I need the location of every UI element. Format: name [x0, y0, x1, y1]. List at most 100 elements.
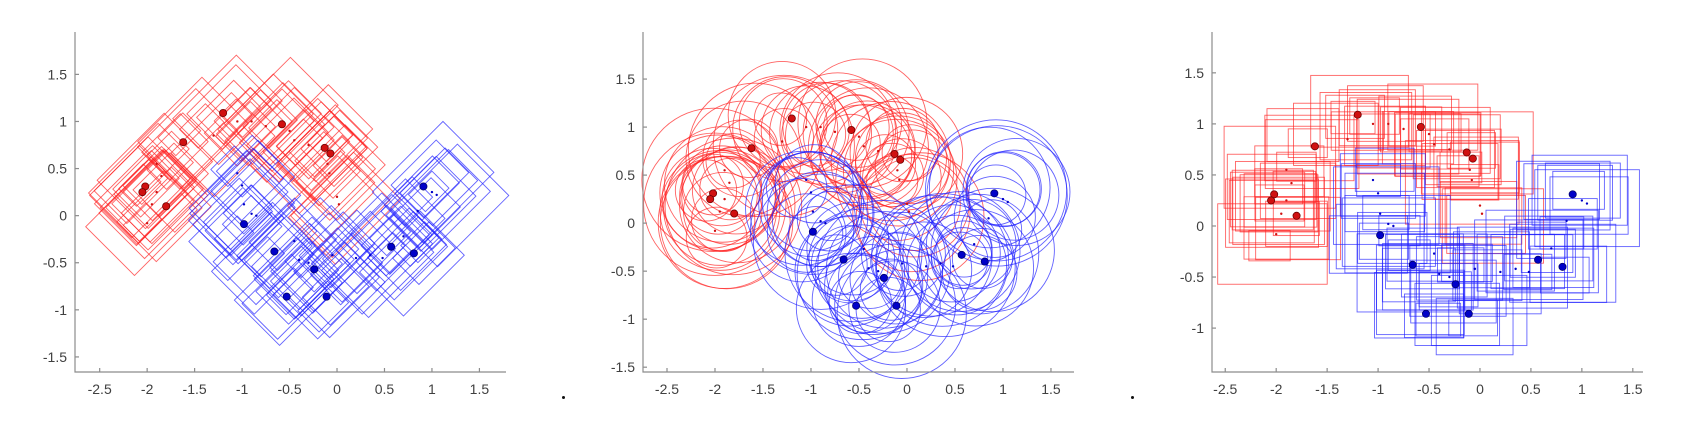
- small-data-point: [900, 262, 904, 265]
- data-point: [1451, 280, 1460, 289]
- small-data-point: [1371, 122, 1375, 126]
- small-data-point: [876, 149, 880, 153]
- small-data-point: [250, 212, 253, 215]
- small-data-point: [1550, 247, 1553, 250]
- rotated-square-shape: [335, 193, 433, 292]
- rectangle-shape: [1387, 239, 1431, 272]
- small-data-point: [1432, 143, 1436, 146]
- data-point: [320, 143, 329, 152]
- small-data-point: [898, 178, 901, 182]
- small-data-point: [987, 217, 990, 220]
- circle-shape: [771, 170, 869, 267]
- rotated-square-shape: [172, 54, 283, 166]
- rectangle-shape: [1456, 226, 1568, 309]
- small-data-point: [1448, 275, 1451, 279]
- data-point: [239, 220, 248, 229]
- data-point: [162, 202, 171, 211]
- small-data-point: [328, 172, 331, 175]
- circle-shape: [862, 138, 942, 218]
- small-data-point: [381, 256, 384, 260]
- rectangle-shape: [1232, 176, 1325, 246]
- axis-lines: [642, 32, 1074, 373]
- data-point: [852, 301, 861, 310]
- circle-shape: [871, 195, 993, 317]
- data-point: [409, 249, 418, 258]
- small-data-point: [1387, 222, 1390, 226]
- circle-shape: [785, 80, 898, 194]
- circle-shape: [902, 204, 1001, 303]
- rotated-square-shape: [96, 112, 214, 230]
- data-point: [219, 108, 228, 117]
- rotated-square-shape: [385, 143, 510, 268]
- rotated-square-shape: [276, 104, 379, 207]
- rotated-square-shape: [310, 192, 434, 315]
- x-tick-label: 0.5: [375, 381, 395, 397]
- small-data-point: [1448, 148, 1451, 151]
- rectangle-shape: [1358, 222, 1409, 260]
- x-tick-label: -1.5: [183, 381, 207, 397]
- rotated-square-shape: [221, 86, 273, 138]
- rectangle-shape: [1340, 163, 1417, 219]
- small-data-point: [1006, 200, 1009, 204]
- rotated-square-shape: [248, 202, 318, 272]
- small-data-point: [809, 191, 813, 194]
- rectangle-shape: [1540, 256, 1590, 294]
- circle-shape: [745, 150, 860, 266]
- rotated-square-shape: [195, 79, 262, 145]
- rectangle-shape: [1421, 143, 1499, 200]
- chart-svg: -2.5 -2 -1.5 -1 -0.5 0 0.5 1 1.5 -1.5 -1 -0.5 0 0.5 1 1…: [43, 32, 510, 397]
- data-point: [1464, 309, 1473, 318]
- rotated-square-shape: [287, 151, 402, 265]
- x-tick-label: 0: [903, 381, 911, 397]
- rectangle-shape: [1394, 113, 1481, 177]
- markers-class-red: [1267, 110, 1484, 236]
- circle-shape: [657, 156, 791, 289]
- data-point: [1292, 211, 1301, 220]
- rectangle-shape: [1539, 216, 1585, 250]
- small-data-point: [811, 210, 815, 213]
- small-data-point: [307, 143, 310, 147]
- small-data-point: [354, 256, 358, 260]
- rotated-square-shape: [221, 194, 273, 246]
- data-point: [957, 250, 966, 259]
- small-data-point: [236, 172, 239, 175]
- rectangle-shape: [1339, 153, 1426, 217]
- circle-shape: [691, 146, 781, 235]
- rectangle-shape: [1225, 178, 1319, 248]
- data-point: [706, 195, 715, 204]
- rectangle-shape: [1325, 94, 1385, 139]
- circle-shape: [859, 258, 922, 321]
- rotated-square-shape: [222, 184, 273, 235]
- rectangle-shape: [1333, 166, 1440, 245]
- small-data-point: [150, 203, 154, 206]
- small-data-point: [1371, 178, 1375, 182]
- circle-shape: [641, 107, 786, 252]
- rotated-square-shape: [302, 209, 397, 303]
- data-point: [1416, 122, 1425, 131]
- rectangle-shape: [1287, 128, 1328, 159]
- circle-shape: [953, 175, 1036, 258]
- x-tick-label: -1: [236, 381, 249, 397]
- small-data-point: [876, 269, 880, 273]
- small-data-point: [819, 220, 822, 223]
- rectangle-shape: [1446, 132, 1496, 169]
- small-data-point: [430, 190, 434, 194]
- small-data-point: [857, 135, 861, 138]
- x-tick-label: -2.5: [88, 381, 112, 397]
- small-data-point: [242, 203, 246, 206]
- rectangle-shape: [1254, 145, 1325, 198]
- rectangle-shape: [1523, 163, 1600, 220]
- circle-shape: [664, 137, 803, 276]
- data-point: [896, 155, 905, 164]
- circle-shape: [685, 206, 748, 269]
- stray-dot: [1131, 396, 1134, 399]
- data-point: [1376, 231, 1385, 240]
- small-data-point: [1285, 199, 1288, 202]
- y-tick-label: -0.5: [611, 263, 635, 279]
- rotated-square-shape: [380, 155, 477, 252]
- rotated-square-shape: [262, 109, 335, 183]
- small-data-point: [896, 169, 899, 172]
- rectangle-shape: [1552, 170, 1605, 210]
- small-data-point: [155, 190, 158, 194]
- x-tick-label: -2.5: [655, 381, 679, 397]
